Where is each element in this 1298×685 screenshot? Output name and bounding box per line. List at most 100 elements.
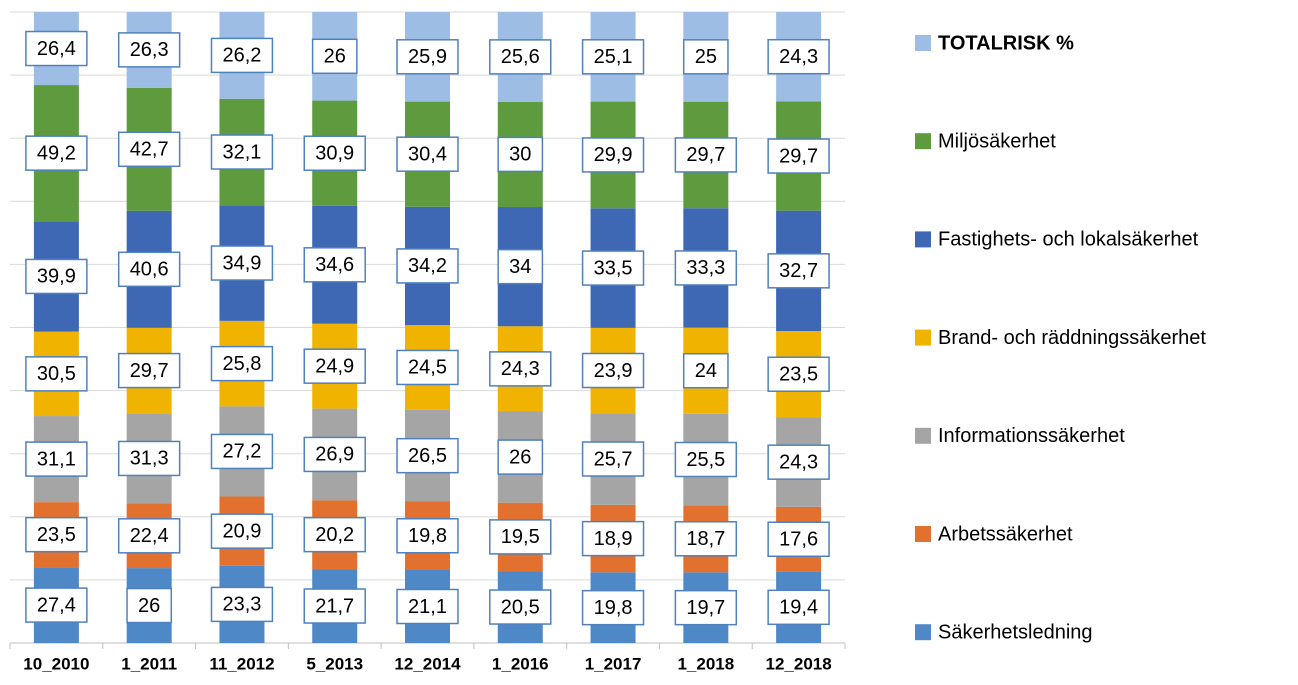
data-label: 31,3 [117,440,181,477]
data-label-box [396,136,459,172]
data-label-box [497,136,544,173]
legend-label: Fastighets- och lokalsäkerhet [938,229,1199,251]
data-label-box [674,589,738,626]
data-label-text: 24 [695,360,717,382]
data-label-text: 22,4 [130,525,169,547]
data-label-text: 25,8 [222,353,261,375]
data-label-text: 26,2 [222,45,261,67]
data-label-box [311,38,358,75]
data-label: 29,7 [767,138,830,174]
data-label-box [25,30,88,67]
data-label: 30,4 [396,136,459,172]
data-label: 19,5 [489,519,552,555]
data-label-box [489,39,552,75]
data-label-box [497,439,544,475]
data-label-box [117,131,181,168]
data-label: 19,7 [674,589,738,626]
data-label-text: 26,3 [130,39,169,61]
data-label: 19,8 [396,518,459,554]
data-label-box [126,587,173,624]
data-label-text: 20,2 [315,524,354,546]
data-label: 20,2 [303,516,366,553]
data-label: 24,3 [767,38,830,75]
data-label: 17,6 [767,521,830,557]
legend-swatch [915,133,931,150]
data-label-text: 25,5 [686,449,725,471]
data-label-text: 49,2 [37,142,76,164]
data-label: 25,8 [210,345,274,382]
data-label-text: 19,8 [594,597,633,619]
data-label: 49,2 [25,135,88,171]
legend-label: TOTALRISK % [938,32,1074,54]
data-label-text: 29,7 [130,360,169,382]
data-label-box [25,587,88,623]
legend-label: Miljösäkerhet [938,130,1056,152]
data-label-text: 33,3 [686,257,725,279]
data-label-box [117,32,181,68]
data-label: 31,1 [25,441,88,477]
data-label-text: 23,9 [594,360,633,382]
legend-swatch [915,427,931,444]
data-label-text: 26,9 [315,444,354,466]
x-tick-label: 5_2013 [306,654,363,673]
data-label: 29,9 [581,137,645,173]
data-label: 25,1 [581,39,645,75]
data-label: 27,4 [25,587,88,623]
data-label-box [767,589,830,626]
x-tick-label: 10_2010 [23,654,89,673]
data-label-box [396,39,459,75]
data-label: 25,7 [581,441,645,477]
data-label-text: 25,6 [501,46,540,68]
data-label: 26,2 [210,37,274,74]
data-label: 32,7 [767,253,830,289]
data-label: 25,5 [674,441,738,478]
data-label-text: 24,3 [779,451,818,473]
data-label-text: 17,6 [779,529,818,551]
data-label: 42,7 [117,131,181,168]
data-label-text: 29,7 [686,144,725,166]
data-label-box [303,516,366,553]
data-label-box [303,588,366,624]
data-label: 26,4 [25,30,88,67]
data-label-box [489,589,552,625]
data-label: 25,6 [489,39,552,75]
data-label-box [303,135,366,171]
data-label: 21,1 [396,588,459,625]
data-label: 26 [126,587,173,624]
data-label-box [25,441,88,477]
data-label-box [674,521,738,557]
data-label-box [581,441,645,477]
data-label-box [581,589,645,626]
data-label-text: 30 [509,144,531,166]
data-label-text: 21,1 [408,596,447,618]
data-label-box [396,588,459,625]
data-label-box [489,519,552,555]
data-label-box [210,345,274,382]
data-label-box [682,352,729,389]
data-label: 25,9 [396,39,459,75]
data-label-text: 39,9 [37,266,76,288]
x-tick-label: 1_2011 [121,654,177,673]
data-label-box [303,348,366,384]
legend-swatch [915,231,931,248]
data-label-box [674,441,738,478]
data-label-text: 31,3 [130,448,169,470]
data-label-text: 34,2 [408,255,447,277]
data-label: 33,3 [674,250,738,286]
data-label-box [25,258,88,295]
data-label-text: 25,1 [594,46,633,68]
data-label-box [396,248,459,284]
data-label: 18,7 [674,521,738,557]
data-label-text: 30,5 [37,363,76,385]
data-label: 26,3 [117,32,181,68]
data-label-text: 24,3 [501,358,540,380]
data-label-box [303,247,366,283]
data-label-box [210,433,274,470]
data-label-text: 18,7 [686,528,725,550]
data-label: 26,9 [303,436,366,473]
data-label-box [682,39,729,75]
data-label-text: 32,7 [779,260,818,282]
data-label-text: 26,5 [408,445,447,467]
data-label-text: 30,4 [408,143,447,165]
data-label: 21,7 [303,588,366,624]
